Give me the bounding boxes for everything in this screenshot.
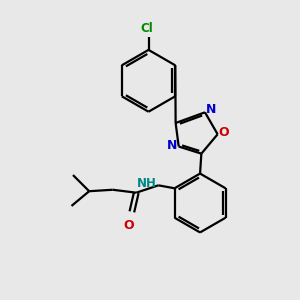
- Text: O: O: [124, 219, 134, 232]
- Text: Cl: Cl: [141, 22, 153, 35]
- Text: N: N: [206, 103, 216, 116]
- Text: O: O: [219, 126, 230, 139]
- Text: NH: NH: [137, 177, 157, 190]
- Text: N: N: [167, 139, 177, 152]
